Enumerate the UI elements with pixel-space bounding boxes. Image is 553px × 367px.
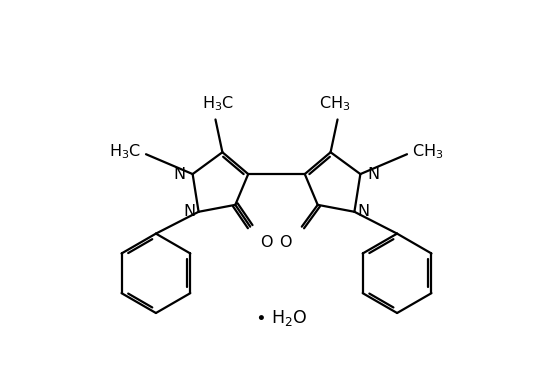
Text: N: N — [357, 204, 369, 219]
Text: N: N — [367, 167, 379, 182]
Text: $\mathregular{H_3C}$: $\mathregular{H_3C}$ — [202, 94, 234, 113]
Text: O: O — [279, 235, 292, 250]
Text: $\mathregular{CH_3}$: $\mathregular{CH_3}$ — [319, 94, 350, 113]
Text: $\mathregular{H_3C}$: $\mathregular{H_3C}$ — [109, 142, 141, 161]
Text: O: O — [260, 235, 273, 250]
Text: $\bullet\ \mathregular{H_2O}$: $\bullet\ \mathregular{H_2O}$ — [255, 308, 308, 328]
Text: $\mathregular{CH_3}$: $\mathregular{CH_3}$ — [412, 142, 444, 161]
Text: N: N — [184, 204, 196, 219]
Text: N: N — [174, 167, 186, 182]
